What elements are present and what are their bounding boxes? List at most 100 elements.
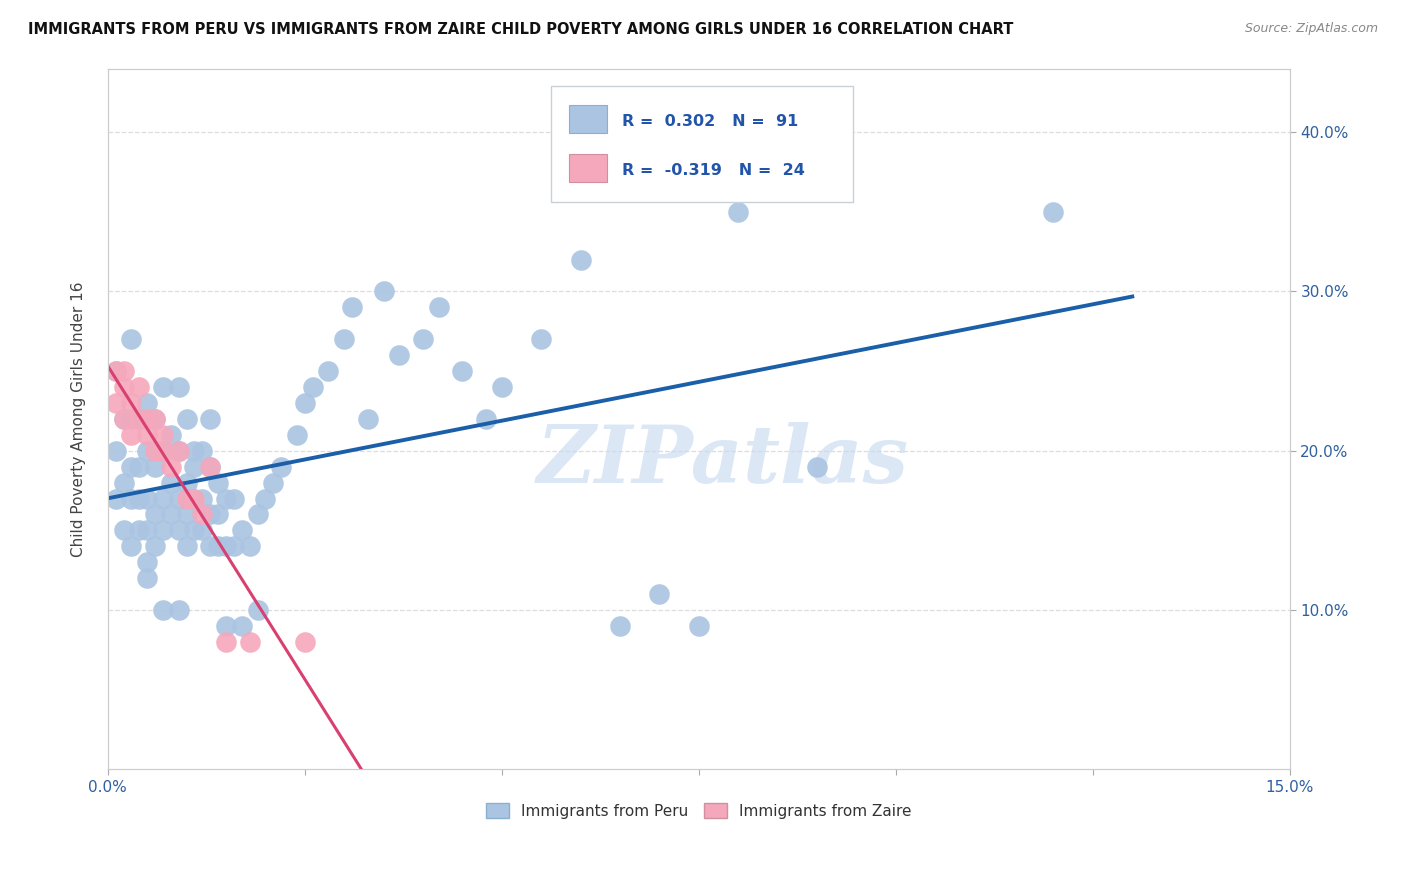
Point — [136, 412, 159, 426]
Point — [128, 524, 150, 538]
Point — [120, 427, 142, 442]
Point — [200, 459, 222, 474]
FancyBboxPatch shape — [569, 104, 606, 133]
Point — [152, 491, 174, 506]
Legend: Immigrants from Peru, Immigrants from Zaire: Immigrants from Peru, Immigrants from Za… — [479, 797, 918, 825]
Text: ZIPatlas: ZIPatlas — [537, 422, 908, 500]
Point — [167, 491, 190, 506]
Point — [152, 524, 174, 538]
Point — [167, 603, 190, 617]
Point — [104, 364, 127, 378]
Point — [143, 443, 166, 458]
Point — [167, 443, 190, 458]
Point — [200, 539, 222, 553]
Point — [143, 539, 166, 553]
Point — [200, 459, 222, 474]
Point — [176, 539, 198, 553]
Point — [159, 427, 181, 442]
Point — [183, 443, 205, 458]
Point — [207, 508, 229, 522]
Point — [176, 508, 198, 522]
Point — [136, 491, 159, 506]
Point — [491, 380, 513, 394]
Point — [222, 491, 245, 506]
Point — [159, 475, 181, 490]
Point — [143, 412, 166, 426]
Point — [128, 491, 150, 506]
Point — [246, 508, 269, 522]
Point — [688, 619, 710, 633]
Point — [152, 380, 174, 394]
Point — [200, 508, 222, 522]
Point — [191, 508, 214, 522]
Point — [120, 396, 142, 410]
Point — [176, 491, 198, 506]
Point — [530, 332, 553, 346]
Point — [167, 380, 190, 394]
Point — [191, 491, 214, 506]
Point — [104, 396, 127, 410]
Point — [215, 491, 238, 506]
Point — [152, 443, 174, 458]
Text: R =  -0.319   N =  24: R = -0.319 N = 24 — [621, 162, 804, 178]
Point — [143, 508, 166, 522]
Point — [427, 301, 450, 315]
Point — [239, 635, 262, 649]
Point — [451, 364, 474, 378]
Point — [183, 491, 205, 506]
Point — [222, 539, 245, 553]
Point — [167, 524, 190, 538]
Point — [159, 508, 181, 522]
Point — [262, 475, 284, 490]
Point — [569, 252, 592, 267]
Point — [648, 587, 671, 601]
Point — [183, 524, 205, 538]
Point — [318, 364, 340, 378]
Point — [128, 412, 150, 426]
Point — [388, 348, 411, 362]
Point — [104, 491, 127, 506]
Point — [183, 459, 205, 474]
Point — [136, 396, 159, 410]
Point — [191, 524, 214, 538]
Point — [112, 524, 135, 538]
Point — [412, 332, 434, 346]
Point — [183, 491, 205, 506]
Point — [333, 332, 356, 346]
Point — [254, 491, 277, 506]
Text: R =  0.302   N =  91: R = 0.302 N = 91 — [621, 113, 799, 128]
Point — [806, 459, 828, 474]
Point — [373, 285, 395, 299]
Point — [120, 539, 142, 553]
Point — [1042, 205, 1064, 219]
Point — [270, 459, 292, 474]
Text: Source: ZipAtlas.com: Source: ZipAtlas.com — [1244, 22, 1378, 36]
Point — [246, 603, 269, 617]
Point — [294, 635, 316, 649]
Point — [239, 539, 262, 553]
Point — [120, 459, 142, 474]
Point — [200, 412, 222, 426]
Point — [475, 412, 498, 426]
Point — [152, 603, 174, 617]
Point — [136, 427, 159, 442]
Point — [120, 332, 142, 346]
FancyBboxPatch shape — [569, 153, 606, 182]
Point — [104, 443, 127, 458]
Point — [340, 301, 363, 315]
Point — [727, 205, 749, 219]
Point — [191, 443, 214, 458]
Point — [136, 443, 159, 458]
Point — [112, 380, 135, 394]
Point — [112, 475, 135, 490]
Point — [231, 619, 253, 633]
Point — [207, 475, 229, 490]
Point — [120, 412, 142, 426]
Point — [176, 412, 198, 426]
Point — [231, 524, 253, 538]
Point — [357, 412, 380, 426]
Point — [128, 380, 150, 394]
Point — [112, 412, 135, 426]
Point — [152, 443, 174, 458]
FancyBboxPatch shape — [551, 86, 852, 202]
